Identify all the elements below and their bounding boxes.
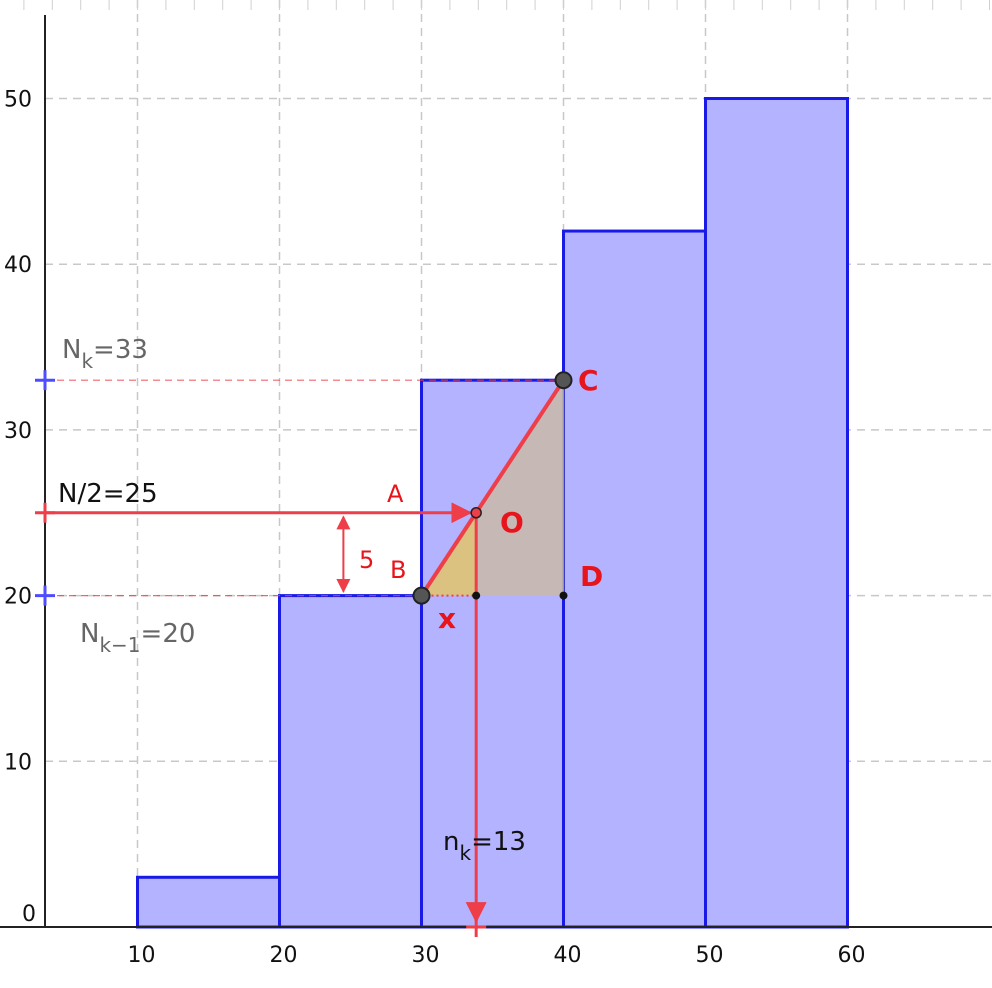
x-tick-label: 40 <box>554 943 582 968</box>
interpolation-line <box>419 379 566 597</box>
construction-lines <box>35 370 573 937</box>
y-tick-label: 0 <box>22 902 36 927</box>
axes <box>0 15 992 928</box>
point-o <box>470 507 482 519</box>
point-d-label: D <box>580 560 603 593</box>
histogram-bars <box>136 97 849 929</box>
point-b-label: B <box>390 556 406 584</box>
point-b <box>412 586 431 605</box>
x-tick-label: 30 <box>412 943 440 968</box>
histogram-bar <box>136 875 281 929</box>
x-tick-label: 50 <box>696 943 724 968</box>
nk-label: Nk=33 <box>62 335 148 373</box>
y-tick-label: 10 <box>4 750 32 775</box>
y-tick-label: 30 <box>4 419 32 444</box>
point-o-label: O <box>500 506 524 539</box>
y-tick-label: 40 <box>4 253 32 278</box>
frequency-label: nk=13 <box>443 827 526 865</box>
tick-labels: 10 20 30 40 50 60 0 10 20 30 40 50 <box>4 88 866 969</box>
histogram-bar <box>704 97 849 929</box>
large-triangle <box>476 380 564 596</box>
y-tick-label: 20 <box>4 585 32 610</box>
half-label: N/2=25 <box>58 479 158 509</box>
guide-lines <box>45 379 564 597</box>
x-tick-label: 10 <box>128 943 156 968</box>
histogram-bar <box>562 229 707 929</box>
x-label: x <box>438 602 456 635</box>
y-tick-label: 50 <box>4 88 32 113</box>
x-tick-label: 60 <box>838 943 866 968</box>
x-tick-label: 20 <box>270 943 298 968</box>
nk1-label: Nk−1=20 <box>80 619 195 657</box>
gap-label: 5 <box>359 546 374 574</box>
point-foot <box>472 591 481 600</box>
point-c <box>554 371 573 390</box>
histogram-bar <box>278 594 423 929</box>
point-d <box>559 591 568 600</box>
point-c-label: C <box>578 364 599 397</box>
point-a-label: A <box>387 480 404 508</box>
histogram-bar <box>420 378 565 929</box>
